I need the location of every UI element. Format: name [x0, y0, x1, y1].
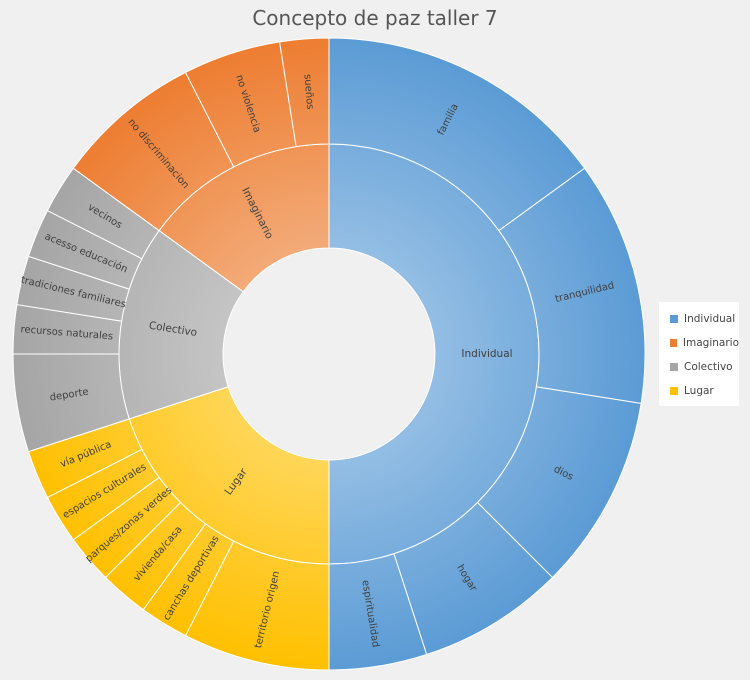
- legend: Individual Imaginario Colectivo Lugar: [659, 302, 739, 406]
- outer-ring: [12, 37, 646, 671]
- legend-label-colectivo: Colectivo: [684, 361, 733, 373]
- legend-swatch-individual: [670, 315, 678, 323]
- legend-item-imaginario: Imaginario: [670, 331, 739, 355]
- segment-suenos[interactable]: [278, 37, 330, 148]
- inner-ring: [118, 143, 540, 565]
- segment-label-individual: Individual: [461, 348, 512, 360]
- legend-swatch-colectivo: [670, 363, 678, 371]
- segment-label-suenos: sueños: [301, 74, 315, 110]
- legend-swatch-lugar: [670, 387, 678, 395]
- chart-title: Concepto de paz taller 7: [252, 6, 498, 30]
- legend-label-individual: Individual: [684, 313, 736, 325]
- legend-swatch-imaginario: [670, 339, 677, 347]
- legend-item-individual: Individual: [670, 307, 739, 331]
- legend-label-imaginario: Imaginario: [682, 337, 739, 349]
- legend-item-lugar: Lugar: [670, 379, 739, 403]
- legend-label-lugar: Lugar: [684, 385, 714, 397]
- legend-item-colectivo: Colectivo: [670, 355, 739, 379]
